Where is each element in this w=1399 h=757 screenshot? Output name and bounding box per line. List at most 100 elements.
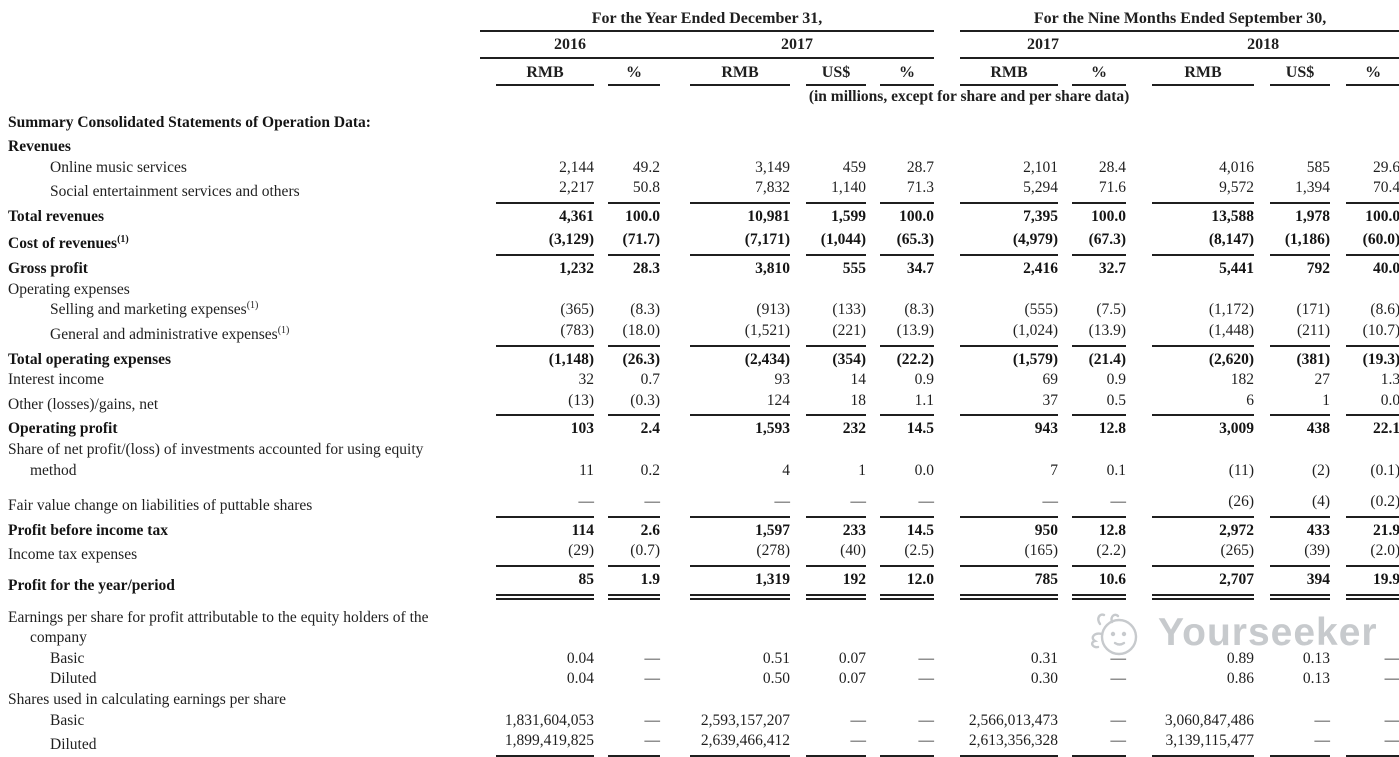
cell-value: 3,149 (755, 158, 790, 176)
table-row: Summary Consolidated Statements of Opera… (0, 110, 1399, 134)
cell-value: — (880, 481, 935, 518)
row-label: Basic (50, 649, 85, 667)
cell-value: (8.6) (1370, 301, 1399, 319)
cell-value: (1,148) (548, 350, 594, 368)
cell-value (496, 690, 594, 711)
document-page: { "header": { "group1": "For the Year En… (0, 8, 1399, 757)
cell-value: — (1314, 711, 1331, 729)
cell-value: 192 (806, 565, 866, 600)
col-header-usd: US$ (806, 57, 866, 86)
table-row: Basic 0.04 — 0.51 0.07 — 0.31 — 0.89 0.13 — (0, 649, 1399, 670)
row-label: Diluted (50, 736, 97, 754)
col-header-pct: % (880, 57, 935, 86)
cell-value: 950 (1034, 521, 1059, 539)
cell-value (1346, 280, 1399, 301)
year-row: 2016 2017 2017 2018 (0, 31, 1399, 59)
cell-value: 1 (1270, 390, 1331, 417)
cell-value (960, 134, 1058, 158)
row-label: Total operating expenses (8, 350, 172, 368)
cell-value: (13.9) (1072, 320, 1127, 347)
cell-value (496, 597, 594, 649)
cell-value: — (960, 481, 1059, 518)
cell-value: 7,395 (1023, 207, 1059, 225)
cell-value: (171) (1296, 301, 1331, 319)
cell-value: 785 (960, 565, 1059, 600)
row-label: Earnings per share for profit attributab… (8, 608, 429, 647)
cell-value: 4 (782, 461, 790, 479)
cell-value: (0.3) (608, 390, 660, 417)
cell-value: — (806, 481, 866, 518)
cell-value: — (1072, 731, 1127, 757)
cell-value: 32.7 (1098, 260, 1127, 278)
cell-value: 9,572 (1152, 178, 1255, 204)
cell-value: — (1384, 649, 1399, 667)
cell-value: 1,140 (806, 178, 866, 204)
cell-value: 0.1 (1106, 461, 1127, 479)
cell-value: (21.4) (1088, 350, 1127, 368)
cell-value: — (1384, 711, 1399, 729)
cell-value: 69 (1042, 371, 1059, 389)
cell-value (1072, 110, 1126, 134)
row-label: Selling and marketing expenses(1) (50, 300, 259, 319)
table-row: Revenues (0, 134, 1399, 158)
cell-value: (133) (832, 301, 866, 319)
table-body: Summary Consolidated Statements of Opera… (0, 110, 1399, 757)
col-header-rmb: RMB (496, 57, 594, 86)
cell-value (1072, 597, 1126, 649)
cell-value (608, 110, 660, 134)
cell-value: 0.30 (1030, 670, 1059, 688)
cell-value (690, 280, 790, 301)
col-header-pct: % (1072, 57, 1127, 86)
row-label: Revenues (8, 138, 71, 156)
row-label: Online music services (50, 158, 187, 176)
table-row: Other (losses)/gains, net (13) (0.3) 124 18 1… (0, 390, 1399, 417)
cell-value: (1,448) (1152, 320, 1255, 347)
cell-value: 233 (842, 521, 866, 539)
cell-value: 1,593 (755, 420, 790, 438)
cell-value: 11 (579, 461, 594, 479)
table-row: Operating profit 103 2.4 1,593 232 14.5 943 12.… (0, 415, 1399, 440)
cell-value: — (1110, 711, 1127, 729)
cell-value: 103 (570, 420, 594, 438)
year-2018: 2018 (1126, 31, 1399, 59)
cell-value (1072, 280, 1126, 301)
cell-value: (0.1) (1370, 461, 1399, 479)
cell-value: 1.1 (880, 390, 935, 417)
cell-value: (4,979) (960, 227, 1059, 257)
row-label: Basic (50, 711, 85, 729)
row-label: Fair value change on liabilities of putt… (8, 497, 313, 515)
cell-value: (29) (496, 541, 594, 567)
cell-value: (913) (756, 301, 790, 319)
cell-value: 459 (842, 158, 866, 176)
cell-value: 792 (1306, 260, 1331, 278)
cell-value: 585 (1306, 158, 1331, 176)
row-label: Shares used in calculating earnings per … (8, 691, 287, 709)
cell-value: (2.2) (1072, 541, 1127, 567)
cell-value: 28.3 (632, 260, 660, 278)
cell-value: (2,434) (744, 350, 790, 368)
cell-value: (10.7) (1346, 320, 1399, 347)
cell-value: (40) (806, 541, 866, 567)
year-nm-2017: 2017 (960, 31, 1127, 59)
cell-value: — (806, 731, 866, 757)
cell-value: 2,707 (1152, 565, 1255, 600)
table-row: Basic 1,831,604,053 — 2,593,157,207 — — 2,566,… (0, 711, 1399, 732)
cell-value: 3,139,115,477 (1152, 731, 1255, 757)
cell-value: (67.3) (1072, 227, 1127, 257)
cell-value: 438 (1306, 420, 1331, 438)
cell-value: 14.5 (906, 420, 935, 438)
cell-value: 1 (858, 461, 866, 479)
cell-value: 182 (1230, 371, 1255, 389)
cell-value: — (1110, 670, 1127, 688)
col-header-usd: US$ (1270, 57, 1331, 86)
cell-value: (7.5) (1096, 301, 1127, 319)
cell-value: 70.4 (1346, 178, 1399, 204)
cell-value: (783) (496, 320, 594, 347)
cell-value: 2,217 (496, 178, 594, 204)
cell-value: 12.8 (1098, 521, 1127, 539)
period-group-nine-months: For the Nine Months Ended September 30, (960, 8, 1399, 33)
cell-value (960, 597, 1058, 649)
table-header: For the Year Ended December 31, For the … (0, 8, 1399, 110)
units-note-row: (in millions, except for share and per s… (0, 85, 1399, 111)
cell-value: (0.7) (608, 541, 660, 567)
